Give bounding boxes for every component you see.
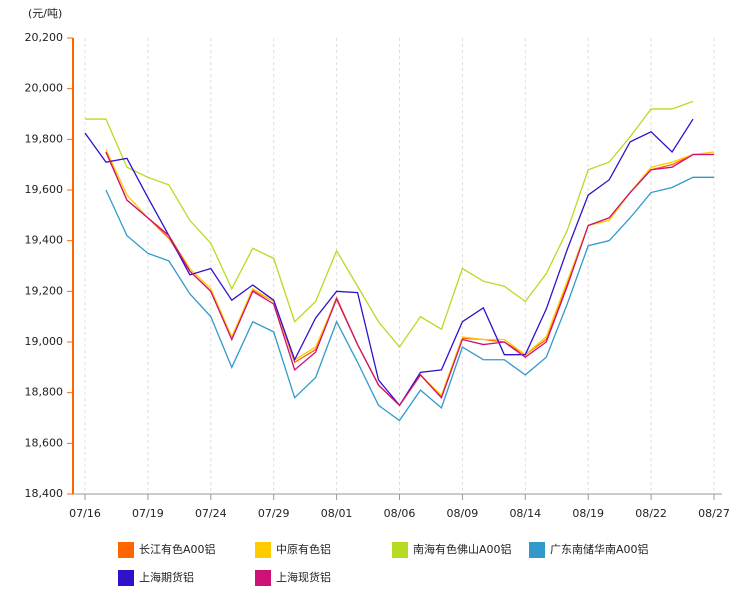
y-tick-label: 18,400 (25, 487, 64, 500)
series-line (105, 176, 714, 422)
legend-label: 中原有色铝 (276, 542, 331, 556)
y-tick-label: 19,600 (25, 183, 64, 196)
legend-swatch (118, 570, 134, 586)
x-tick-label: 07/19 (132, 507, 164, 520)
y-tick-label: 19,400 (25, 234, 64, 247)
x-tick-label: 08/27 (698, 507, 730, 520)
x-tick-label: 08/06 (384, 507, 416, 520)
legend-label: 上海期货铝 (139, 570, 194, 584)
y-tick-label: 19,800 (25, 132, 64, 145)
x-tick-label: 08/14 (509, 507, 541, 520)
legend-swatch (255, 570, 271, 586)
y-tick-label: 19,200 (25, 284, 64, 297)
x-tick-label: 07/16 (69, 507, 101, 520)
y-tick-label: 20,000 (25, 82, 64, 95)
legend-label: 广东南储华南A00铝 (550, 542, 649, 556)
series-line (84, 118, 694, 407)
x-tick-label: 08/19 (572, 507, 604, 520)
series-line (85, 100, 694, 349)
x-tick-label: 08/22 (635, 507, 667, 520)
legend-swatch (255, 542, 271, 558)
y-tick-label: 19,000 (25, 335, 64, 348)
legend-label: 长江有色A00铝 (139, 542, 216, 556)
legend-swatch (118, 542, 134, 558)
legend-swatch (392, 542, 408, 558)
legend-label: 南海有色佛山A00铝 (413, 542, 512, 556)
legend-swatch (529, 542, 545, 558)
series-line (105, 151, 714, 407)
x-tick-label: 08/09 (447, 507, 479, 520)
y-tick-label: 18,800 (25, 386, 64, 399)
x-tick-label: 08/01 (321, 507, 353, 520)
x-tick-label: 07/24 (195, 507, 227, 520)
y-tick-label: 20,200 (25, 31, 64, 44)
x-tick-label: 07/29 (258, 507, 290, 520)
y-tick-label: 18,600 (25, 436, 64, 449)
y-unit: (元/吨) (28, 7, 62, 20)
legend-label: 上海现货铝 (276, 570, 331, 584)
